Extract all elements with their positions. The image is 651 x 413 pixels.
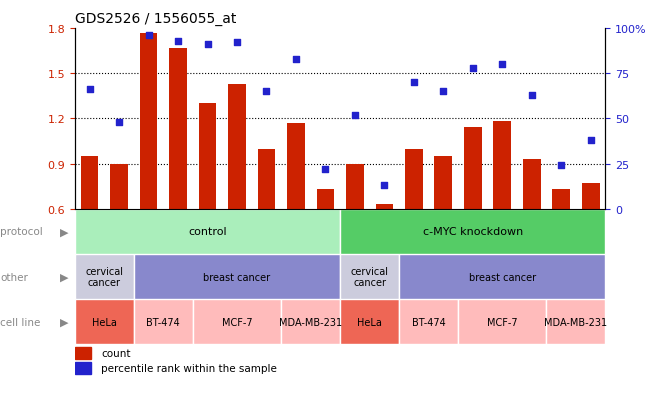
FancyBboxPatch shape: [193, 299, 281, 344]
FancyBboxPatch shape: [340, 299, 399, 344]
Text: other: other: [0, 272, 28, 282]
FancyBboxPatch shape: [340, 254, 399, 299]
Bar: [493, 122, 511, 299]
Bar: [258, 149, 275, 299]
Text: BT-474: BT-474: [411, 317, 445, 327]
Bar: [376, 205, 393, 299]
Point: [114, 119, 124, 126]
Text: percentile rank within the sample: percentile rank within the sample: [102, 363, 277, 373]
FancyBboxPatch shape: [134, 254, 340, 299]
Text: MCF-7: MCF-7: [487, 317, 518, 327]
Text: cervical
cancer: cervical cancer: [351, 266, 389, 288]
Text: control: control: [188, 227, 227, 237]
Text: cervical
cancer: cervical cancer: [85, 266, 123, 288]
Text: HeLa: HeLa: [357, 317, 382, 327]
Bar: [75, 347, 90, 358]
Point: [379, 183, 389, 189]
Text: GDS2526 / 1556055_at: GDS2526 / 1556055_at: [75, 12, 236, 26]
Point: [438, 89, 449, 95]
Bar: [140, 33, 158, 299]
FancyBboxPatch shape: [399, 299, 458, 344]
Bar: [346, 164, 364, 299]
Text: count: count: [102, 348, 131, 358]
Bar: [316, 190, 334, 299]
Point: [320, 166, 331, 173]
Point: [556, 163, 566, 169]
Text: BT-474: BT-474: [146, 317, 180, 327]
Text: MDA-MB-231: MDA-MB-231: [544, 317, 607, 327]
Point: [202, 42, 213, 48]
Text: HeLa: HeLa: [92, 317, 117, 327]
Point: [232, 40, 242, 47]
Bar: [582, 184, 600, 299]
Text: ▶: ▶: [59, 227, 68, 237]
Text: breast cancer: breast cancer: [203, 272, 271, 282]
FancyBboxPatch shape: [546, 299, 605, 344]
Point: [585, 138, 596, 144]
Text: ▶: ▶: [59, 272, 68, 282]
FancyBboxPatch shape: [75, 299, 134, 344]
FancyBboxPatch shape: [399, 254, 605, 299]
Text: MDA-MB-231: MDA-MB-231: [279, 317, 342, 327]
FancyBboxPatch shape: [281, 299, 340, 344]
Point: [527, 93, 537, 99]
Text: protocol: protocol: [0, 227, 43, 237]
Bar: [169, 48, 187, 299]
Bar: [81, 157, 98, 299]
Bar: [434, 157, 452, 299]
Bar: [287, 123, 305, 299]
Bar: [405, 149, 422, 299]
FancyBboxPatch shape: [75, 209, 340, 254]
Bar: [110, 164, 128, 299]
Point: [291, 56, 301, 63]
FancyBboxPatch shape: [458, 299, 546, 344]
Text: ▶: ▶: [59, 317, 68, 327]
Bar: [464, 128, 482, 299]
Text: breast cancer: breast cancer: [469, 272, 536, 282]
Point: [467, 65, 478, 72]
Point: [350, 112, 360, 119]
Text: c-MYC knockdown: c-MYC knockdown: [422, 227, 523, 237]
Point: [143, 33, 154, 39]
Point: [497, 62, 508, 68]
Point: [173, 38, 183, 45]
Bar: [199, 104, 216, 299]
Bar: [228, 85, 246, 299]
Point: [85, 87, 95, 94]
Point: [409, 80, 419, 86]
FancyBboxPatch shape: [134, 299, 193, 344]
FancyBboxPatch shape: [340, 209, 605, 254]
Point: [261, 89, 271, 95]
Text: MCF-7: MCF-7: [222, 317, 253, 327]
FancyBboxPatch shape: [75, 254, 134, 299]
Bar: [552, 190, 570, 299]
Text: cell line: cell line: [0, 317, 40, 327]
Bar: [75, 362, 90, 374]
Bar: [523, 160, 540, 299]
